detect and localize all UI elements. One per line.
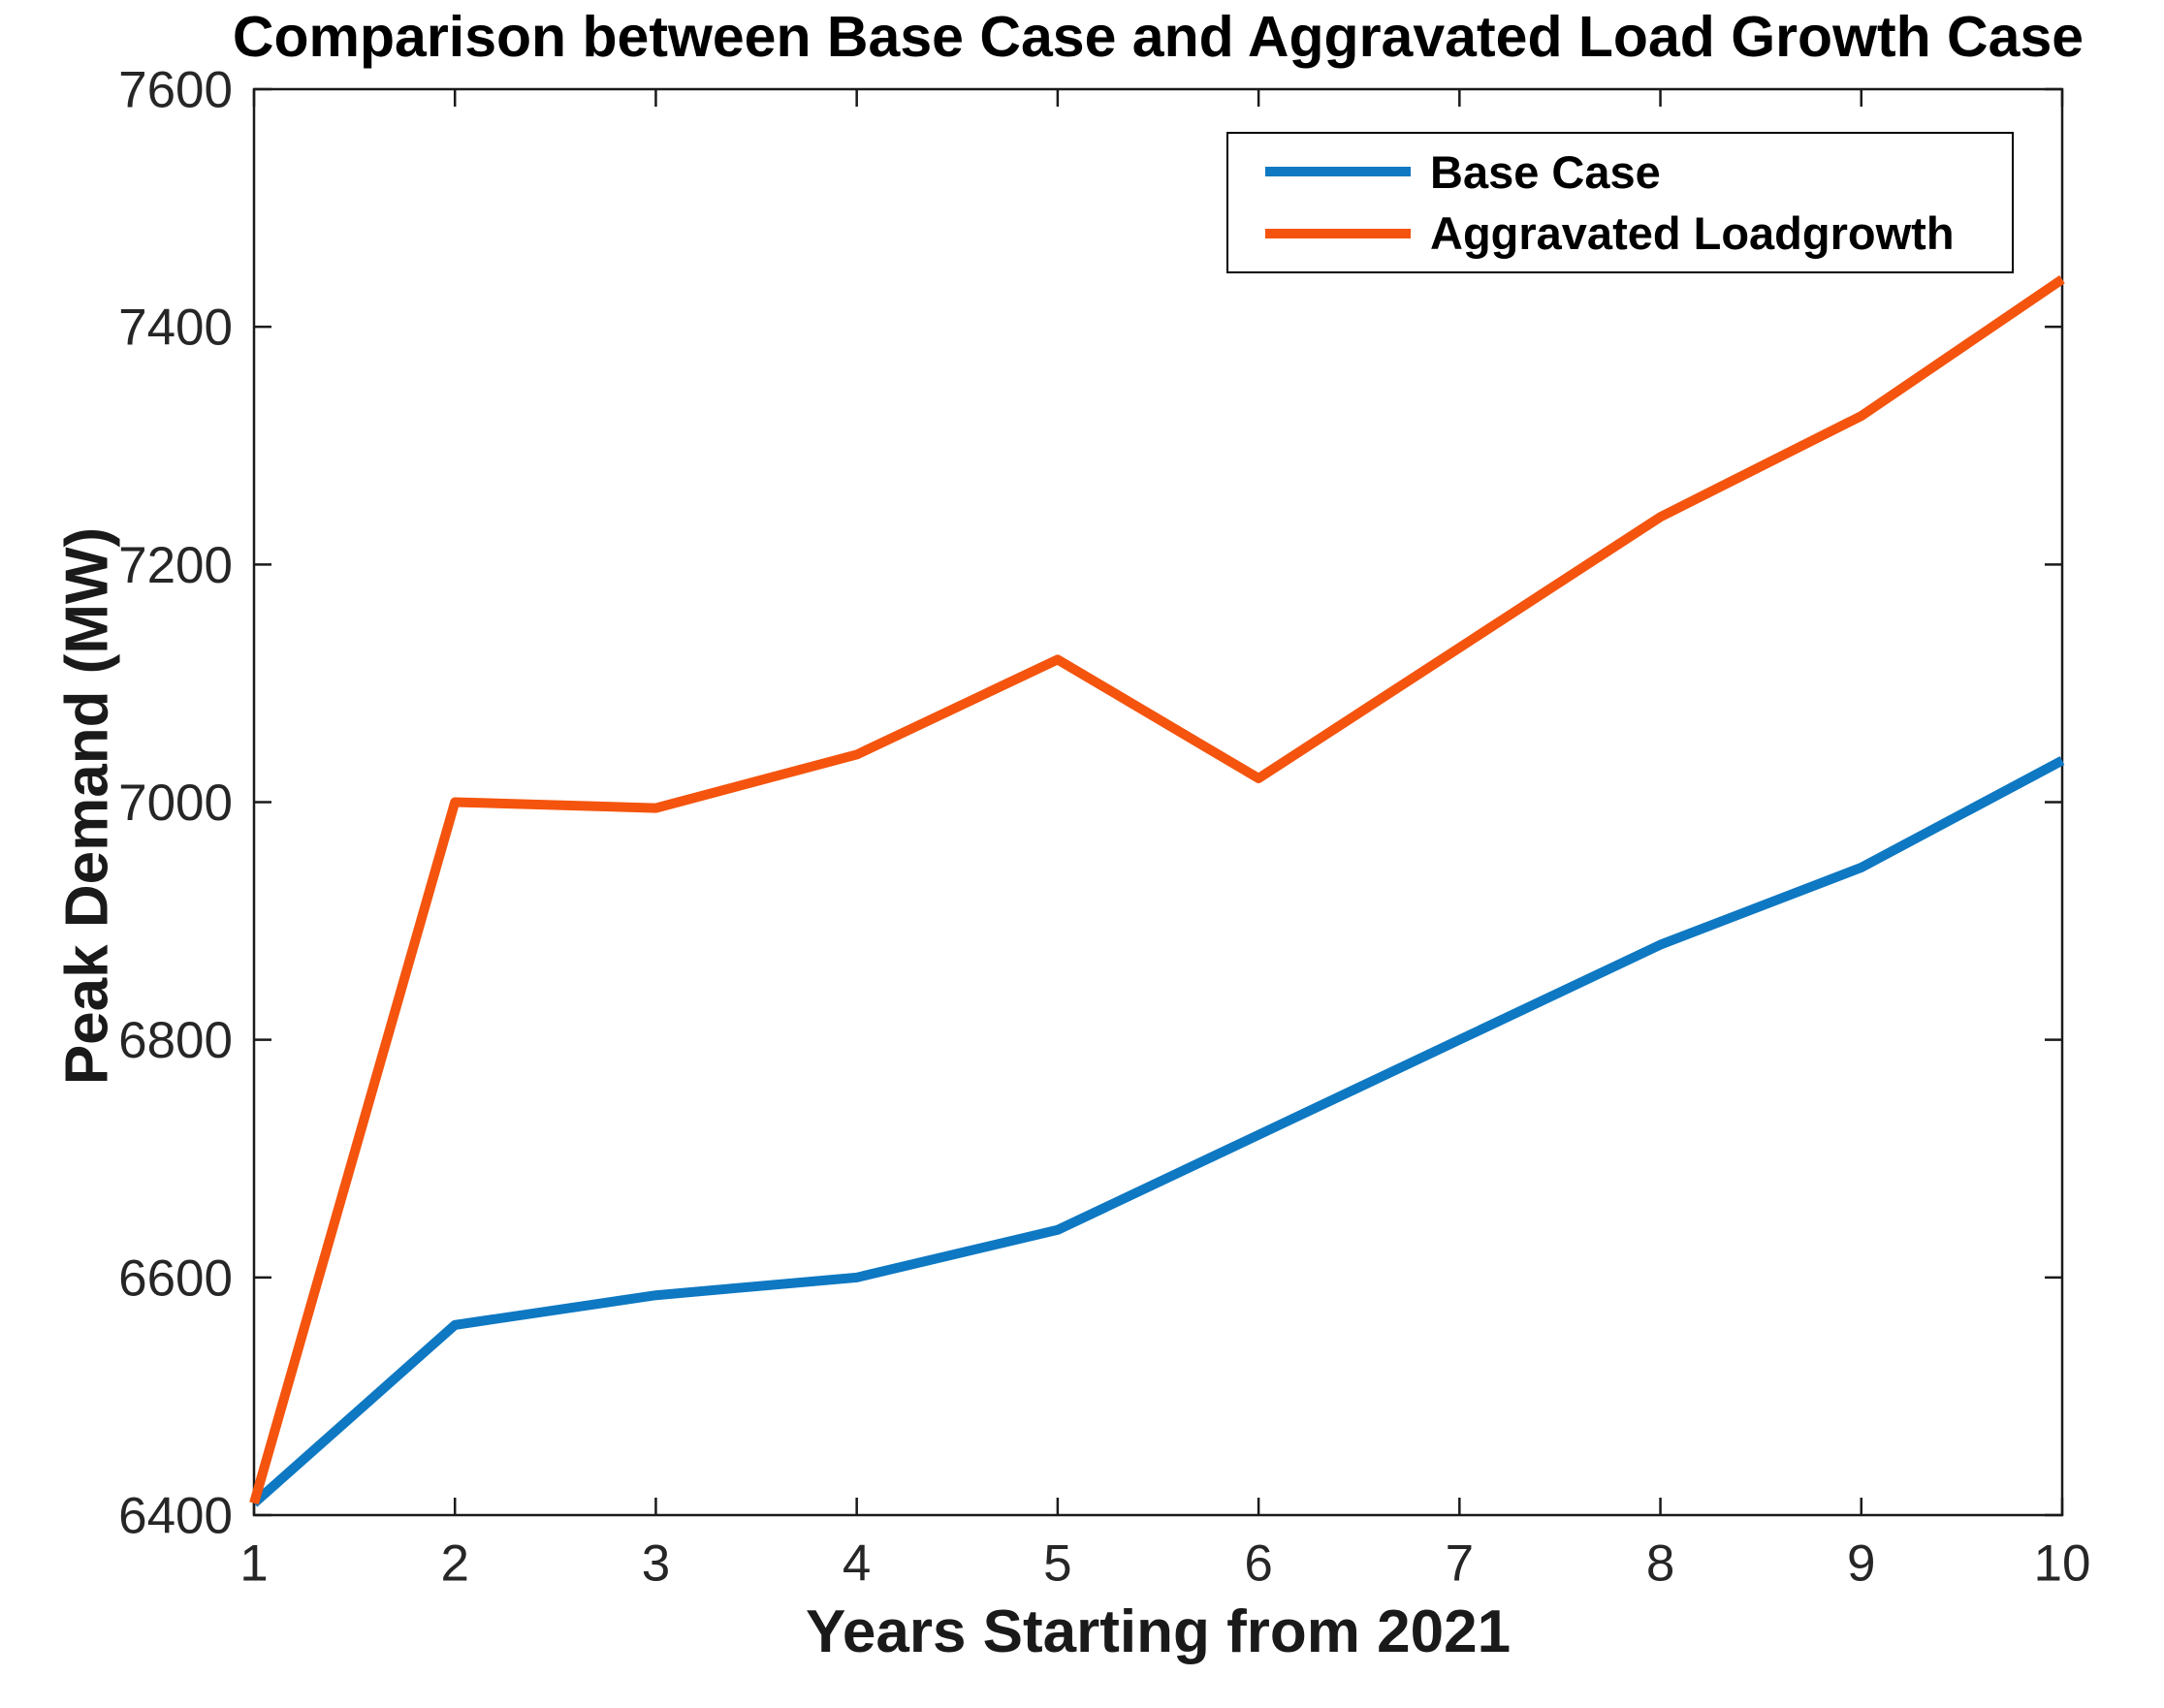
x-tick-label: 2 (440, 1535, 468, 1593)
y-tick-label: 6600 (118, 1249, 233, 1307)
legend-entry-base-case: Base Case (1228, 142, 2012, 201)
series-line-base-case (250, 756, 2065, 1507)
x-tick-label: 4 (843, 1535, 871, 1593)
legend-line-sample-blue (1265, 167, 1411, 177)
x-tick-label: 5 (1043, 1535, 1071, 1593)
x-tick-label: 10 (2034, 1535, 2091, 1593)
legend-label: Aggravated Loadgrowth (1430, 207, 1955, 260)
legend-label: Base Case (1430, 145, 1661, 198)
y-tick-label: 6400 (118, 1488, 233, 1545)
x-axis-label: Years Starting from 2021 (805, 1598, 1512, 1665)
series-line-aggravated-loadgrowth (249, 274, 2065, 1505)
y-tick-label: 7000 (118, 775, 233, 832)
x-tick-label: 9 (1847, 1535, 1875, 1593)
x-tick-label: 1 (239, 1535, 268, 1593)
y-tick-label: 7400 (118, 300, 233, 357)
x-tick-label: 6 (1244, 1535, 1272, 1593)
legend-entry-aggravated: Aggravated Loadgrowth (1228, 205, 2012, 263)
y-tick-label: 6800 (118, 1012, 233, 1069)
y-tick-label: 7200 (118, 537, 233, 594)
chart-title: Comparison between Base Case and Aggrava… (232, 5, 2084, 69)
legend: Base Case Aggravated Loadgrowth (1226, 132, 2014, 273)
y-axis-label: Peak Demand (MW) (53, 526, 121, 1086)
x-tick-label: 7 (1446, 1535, 1474, 1593)
y-tick-label: 7600 (118, 62, 233, 119)
x-tick-label: 8 (1646, 1535, 1674, 1593)
x-tick-label: 3 (642, 1535, 670, 1593)
legend-line-sample-orange (1265, 228, 1411, 238)
